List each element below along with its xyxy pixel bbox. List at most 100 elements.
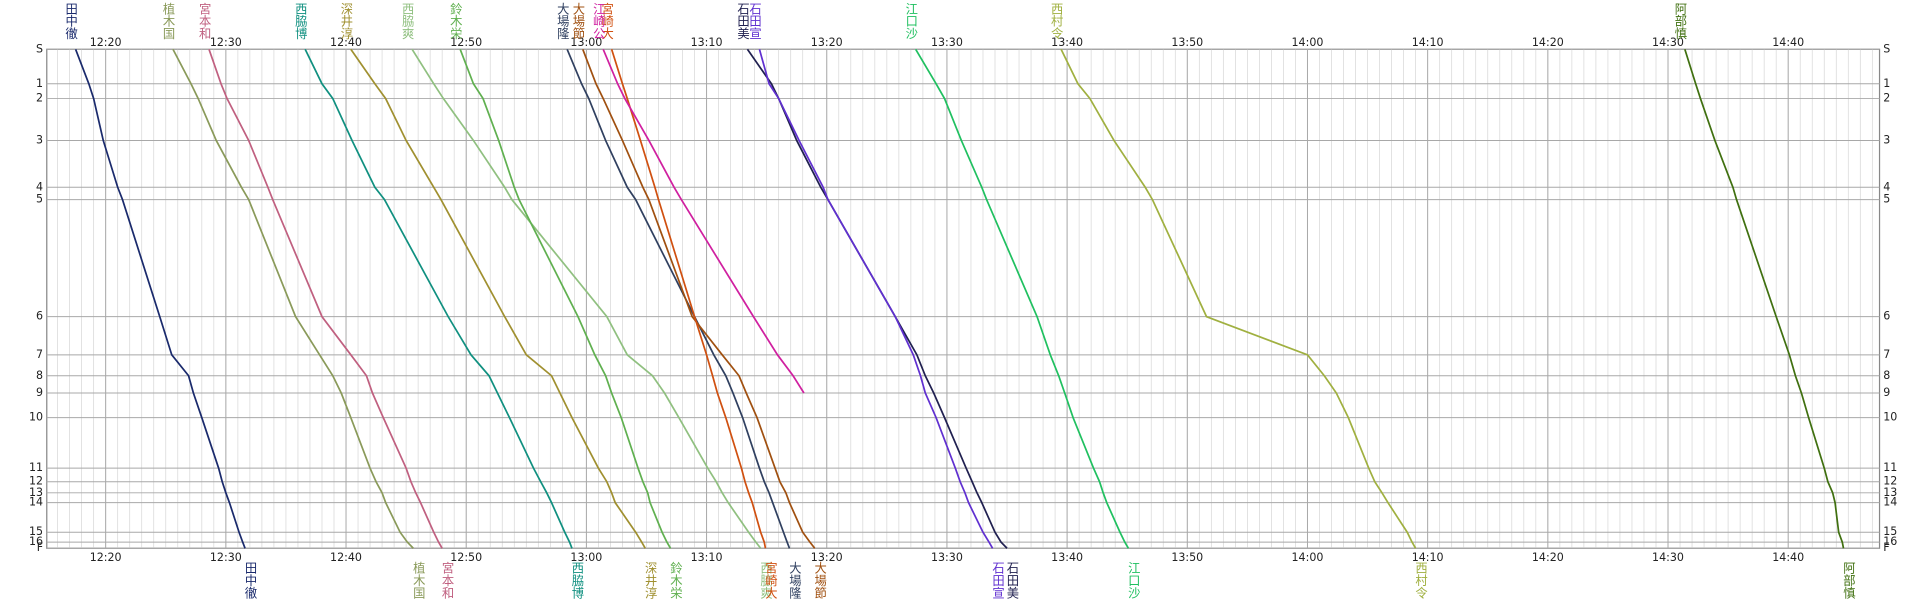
x-tick-label: 13:30 [931, 36, 963, 49]
runner-start-label: 江口沙 [904, 2, 918, 39]
y-tick-label: 14 [29, 496, 43, 509]
y-tick-label: 13 [29, 486, 43, 499]
runner-finish-label: 西村令 [1414, 562, 1428, 599]
x-tick-label: 13:50 [1171, 551, 1203, 564]
x-tick-label: 13:50 [1171, 36, 1203, 49]
runner-finish-label: 江口沙 [1126, 562, 1140, 599]
y-tick-label: F [1883, 541, 1889, 554]
x-tick-label: 14:30 [1652, 551, 1684, 564]
y-tick-label: 14 [1883, 496, 1897, 509]
y-tick-label: 10 [1883, 411, 1897, 424]
y-tick-label: 11 [1883, 461, 1897, 474]
runner-line [746, 48, 1008, 549]
runner-start-label: 江崎公 [591, 2, 605, 39]
runner-start-label: 植木国 [161, 1, 175, 39]
x-tick-label: 12:50 [450, 36, 482, 49]
y-tick-label: 11 [29, 461, 43, 474]
x-tick-label: 14:00 [1292, 36, 1324, 49]
y-tick-label: S [1883, 42, 1890, 55]
runner-line [581, 48, 816, 549]
y-tick-label: 13 [1883, 486, 1897, 499]
y-tick-label: 12 [1883, 475, 1897, 488]
y-tick-label: 2 [1883, 92, 1890, 105]
y-tick-label: 7 [36, 348, 43, 361]
y-tick-label: 15 [29, 525, 43, 538]
y-tick-label: 8 [36, 369, 43, 382]
y-tick-label: 10 [29, 411, 43, 424]
runner-line [602, 48, 805, 394]
runner-start-label: 宮崎大 [600, 1, 614, 39]
x-tick-label: 13:30 [931, 551, 963, 564]
y-tick-label: 1 [1883, 77, 1890, 90]
runner-start-label: 鈴木栄 [448, 1, 462, 40]
x-tick-label: 13:20 [811, 36, 843, 49]
y-tick-label: 9 [1883, 386, 1890, 399]
x-tick-label: 13:40 [1051, 551, 1083, 564]
runner-finish-label: 植木国 [411, 561, 425, 599]
runner-line [411, 48, 762, 549]
y-tick-label: S [36, 42, 43, 55]
runner-start-label: 阿部慎 [1673, 2, 1687, 40]
runner-start-label: 大場節 [571, 2, 585, 39]
x-tick-label: 13:00 [570, 551, 602, 564]
x-tick-label: 13:00 [570, 36, 602, 49]
runner-start-label: 田中徹 [64, 2, 78, 39]
runner-finish-label: 宮本和 [440, 561, 454, 599]
x-tick-label: 14:40 [1772, 551, 1804, 564]
x-tick-label: 14:10 [1412, 551, 1444, 564]
runner-line [758, 49, 994, 549]
runner-line [1060, 48, 1417, 549]
runner-start-label: 大場隆 [555, 2, 569, 40]
y-tick-label: 6 [36, 310, 43, 323]
x-tick-label: 13:10 [691, 36, 723, 49]
x-tick-label: 13:20 [811, 551, 843, 564]
y-tick-label: 16 [29, 535, 43, 548]
x-tick-label: 14:20 [1532, 551, 1564, 564]
runner-start-label: 西脇爽 [400, 2, 414, 39]
y-tick-label: 1 [36, 77, 43, 90]
runner-line [208, 48, 443, 549]
lines [74, 48, 1845, 549]
y-tick-label: 7 [1883, 348, 1890, 361]
grid [46, 48, 1881, 549]
x-tick-label: 12:30 [210, 551, 242, 564]
runner-finish-label: 鈴木栄 [668, 561, 682, 600]
x-tick-label: 14:30 [1652, 36, 1684, 49]
x-tick-label: 14:40 [1772, 36, 1804, 49]
labels: 12:20 12:20 12:30 12:30 12:40 12:40 12:50 12:50… [29, 1, 1897, 599]
runner-line [566, 48, 791, 549]
runner-finish-label: 西脇博 [570, 562, 584, 599]
runner-line [74, 48, 246, 549]
runner-finish-label: 阿部慎 [1841, 562, 1855, 600]
y-tick-label: 3 [36, 133, 43, 146]
y-tick-label: 3 [1883, 133, 1890, 146]
x-tick-label: 12:50 [450, 551, 482, 564]
y-tick-label: 16 [1883, 535, 1897, 548]
y-tick-label: 9 [36, 386, 43, 399]
runner-finish-label: 田中徹 [243, 562, 257, 599]
y-tick-label: 5 [1883, 193, 1890, 206]
runner-line [350, 48, 647, 549]
runner-line [610, 49, 767, 549]
runner-start-label: 石田美 [736, 2, 750, 39]
runner-line [459, 48, 672, 549]
y-tick-label: 4 [36, 180, 43, 193]
y-tick-label: 5 [36, 193, 43, 206]
x-tick-label: 13:40 [1051, 36, 1083, 49]
runner-line [914, 48, 1130, 549]
runner-start-label: 深井淳 [339, 2, 353, 39]
x-tick-label: 14:20 [1532, 36, 1564, 49]
x-tick-label: 12:30 [210, 36, 242, 49]
y-tick-label: 8 [1883, 369, 1890, 382]
runner-finish-label: 大場隆 [787, 562, 801, 600]
runner-start-label: 西村令 [1049, 2, 1063, 39]
runner-start-label: 石田宣 [748, 2, 762, 39]
y-tick-label: 12 [29, 475, 43, 488]
y-tick-label: 6 [1883, 310, 1890, 323]
x-tick-label: 14:10 [1412, 36, 1444, 49]
x-tick-label: 12:40 [330, 36, 362, 49]
runner-finish-label: 大場節 [813, 562, 827, 599]
runner-line [304, 48, 573, 549]
